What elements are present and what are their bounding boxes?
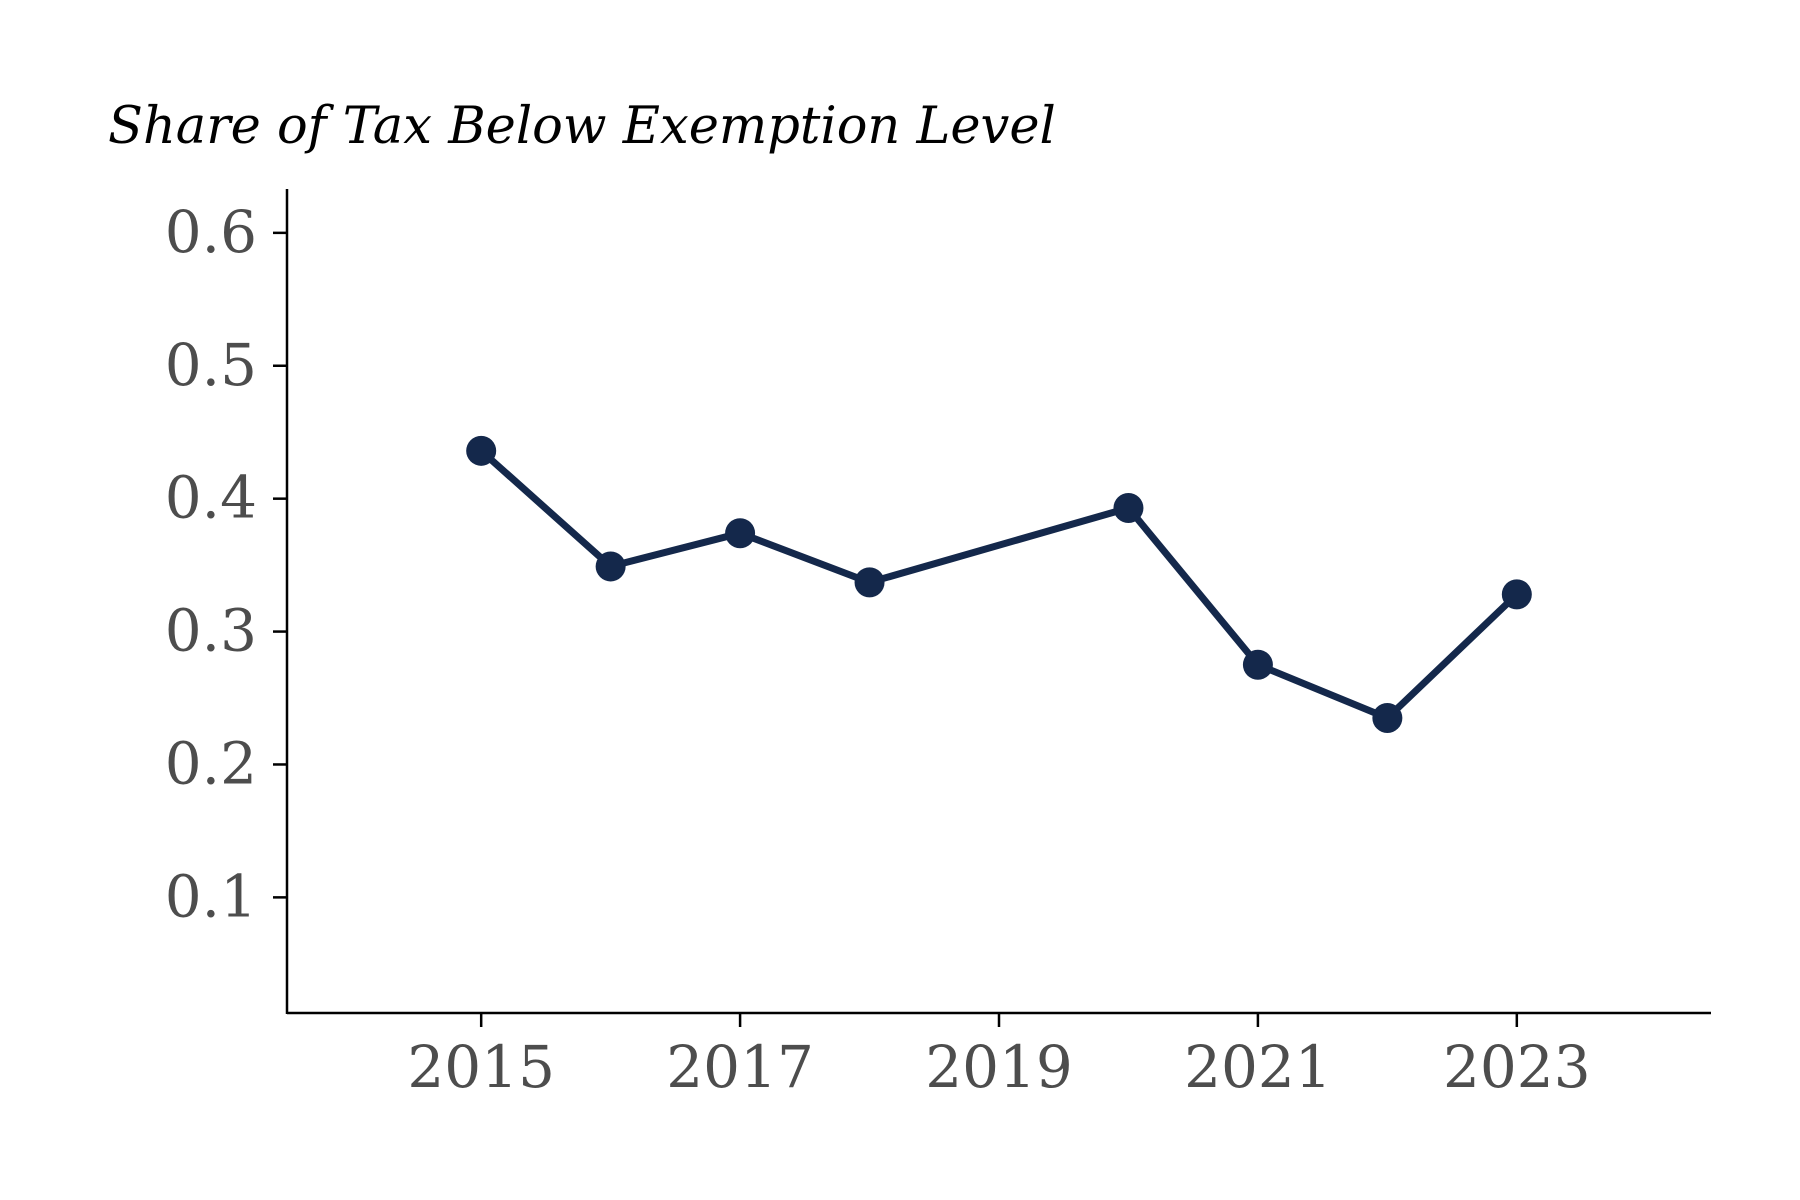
data-point xyxy=(1501,579,1532,610)
chart-title: Share of Tax Below Exemption Level xyxy=(108,97,1056,156)
x-tick-label: 2017 xyxy=(666,1033,814,1101)
data-point xyxy=(1242,649,1273,680)
x-tick-label: 2021 xyxy=(1184,1033,1332,1101)
x-axis: 2015 2017 2019 2021 2023 xyxy=(287,1011,1711,1101)
series-line xyxy=(477,447,1521,722)
y-axis: 0.1 0.2 0.3 0.4 0.5 0.6 xyxy=(165,189,289,1014)
y-tick-label: 0.4 xyxy=(165,464,257,532)
data-point xyxy=(854,567,885,598)
y-tick-label: 0.2 xyxy=(165,729,257,797)
x-tick-label: 2015 xyxy=(407,1033,555,1101)
data-point xyxy=(1372,702,1403,733)
y-tick-label: 0.5 xyxy=(165,331,257,399)
plot-area xyxy=(466,435,1532,733)
data-point xyxy=(725,518,756,549)
data-point xyxy=(466,435,497,466)
x-tick-label: 2023 xyxy=(1443,1033,1591,1101)
y-tick-label: 0.6 xyxy=(165,198,257,266)
data-point xyxy=(1113,492,1144,523)
y-tick-label: 0.3 xyxy=(165,597,257,665)
y-tick-label: 0.1 xyxy=(165,862,257,930)
x-ticks: 2015 2017 2019 2021 2023 xyxy=(407,1013,1591,1101)
x-tick-label: 2019 xyxy=(925,1033,1073,1101)
y-ticks: 0.1 0.2 0.3 0.4 0.5 0.6 xyxy=(165,198,287,930)
data-point xyxy=(595,551,626,582)
